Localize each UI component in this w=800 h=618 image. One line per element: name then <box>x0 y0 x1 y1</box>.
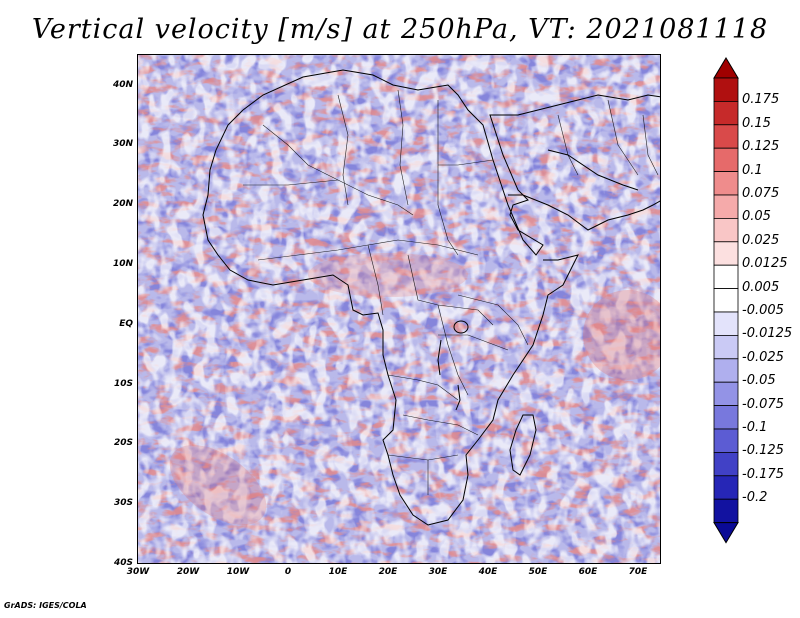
colorbar-level-label: 0.125 <box>742 139 780 155</box>
lon-tick-label: 0 <box>284 567 292 577</box>
colorbar-segment <box>713 77 739 102</box>
lon-tick-label: 70E <box>628 567 648 577</box>
lake-tanganyika <box>437 339 442 376</box>
colorbar-level-label: -0.175 <box>742 466 784 482</box>
coastlines <box>202 69 660 526</box>
lon-tick-label: 30W <box>126 567 150 577</box>
footer-credit: GrADS: IGES/COLA <box>4 601 87 610</box>
colorbar-level-label: 0.005 <box>742 279 780 295</box>
lon-tick-label: 60E <box>578 567 598 577</box>
lat-tick-label: 20S <box>113 438 133 448</box>
colorbar-level-label: -0.075 <box>742 396 784 412</box>
lake-victoria <box>453 320 469 334</box>
lakes <box>437 320 469 411</box>
colorbar-level-label: -0.2 <box>742 490 768 506</box>
colorbar-segment <box>713 498 739 524</box>
lon-tick-label: 20E <box>378 567 398 577</box>
colorbar-segment <box>713 381 739 407</box>
lon-tick-label: 10E <box>328 567 348 577</box>
field-neutral-texture <box>138 55 660 563</box>
field-positive-area-south-atlantic <box>169 445 267 525</box>
colorbar-segment <box>713 171 739 196</box>
colorbar-level-label: -0.005 <box>742 303 784 318</box>
colorbar-level-label: -0.125 <box>742 443 784 459</box>
colorbar-segment <box>713 358 739 383</box>
colorbar-segment <box>713 311 739 336</box>
colorbar-level-label: 0.0125 <box>742 256 788 272</box>
colorbar-segment <box>713 288 739 313</box>
lat-tick-label: 30N <box>112 139 133 149</box>
colorbar-segment <box>713 334 739 360</box>
map-title: Vertical velocity [m/s] at 250hPa, VT: 2… <box>31 14 769 45</box>
map-plot-area <box>137 54 661 564</box>
lon-tick-label: 30E <box>428 567 448 577</box>
lake-malawi <box>455 384 461 411</box>
colorbar-top-arrow <box>713 57 739 79</box>
colorbar-level-label: -0.1 <box>742 420 768 435</box>
colorbar-segment <box>713 217 739 243</box>
colorbar-segment <box>713 194 739 219</box>
colorbar <box>713 57 739 544</box>
lon-tick-label: 50E <box>528 567 548 577</box>
colorbar-bottom-arrow <box>713 522 739 544</box>
colorbar-level-label: 0.175 <box>742 92 780 108</box>
lat-tick-label: 20N <box>112 199 133 209</box>
colorbar-level-label: -0.025 <box>742 349 784 365</box>
colorbar-segment <box>713 428 739 453</box>
colorbar-level-label: 0.075 <box>742 186 780 201</box>
colorbar-level-label: 0.05 <box>742 209 771 225</box>
colorbar-segment <box>713 124 739 149</box>
lon-tick-label: 20W <box>176 567 200 577</box>
lon-tick-label: 40E <box>478 567 498 577</box>
colorbar-level-label: 0.1 <box>742 162 763 178</box>
lat-tick-label: 10S <box>113 379 133 389</box>
colorbar-level-label: 0.15 <box>742 115 771 131</box>
lat-tick-label: 10N <box>112 259 133 269</box>
madagascar <box>509 414 537 476</box>
colorbar-segment <box>713 101 739 126</box>
colorbar-segment <box>713 241 739 266</box>
colorbar-segment <box>713 147 739 172</box>
colorbar-segment <box>713 264 739 289</box>
colorbar-level-label: 0.025 <box>742 232 780 248</box>
colorbar-segment <box>713 405 739 430</box>
lat-tick-label: 40N <box>112 80 133 90</box>
lat-tick-label: 40S <box>113 558 133 568</box>
colorbar-segment <box>713 475 739 500</box>
lat-tick-label: 30S <box>113 498 133 508</box>
lat-tick-label: EQ <box>119 319 133 329</box>
map-canvas <box>138 55 660 563</box>
colorbar-level-label: -0.0125 <box>742 326 793 342</box>
colorbar-level-label: -0.05 <box>742 373 776 389</box>
colorbar-segment <box>713 451 739 477</box>
country-borders <box>243 89 659 495</box>
field-positive-area-arabian-sea <box>583 290 660 380</box>
lon-tick-label: 10W <box>226 567 250 577</box>
